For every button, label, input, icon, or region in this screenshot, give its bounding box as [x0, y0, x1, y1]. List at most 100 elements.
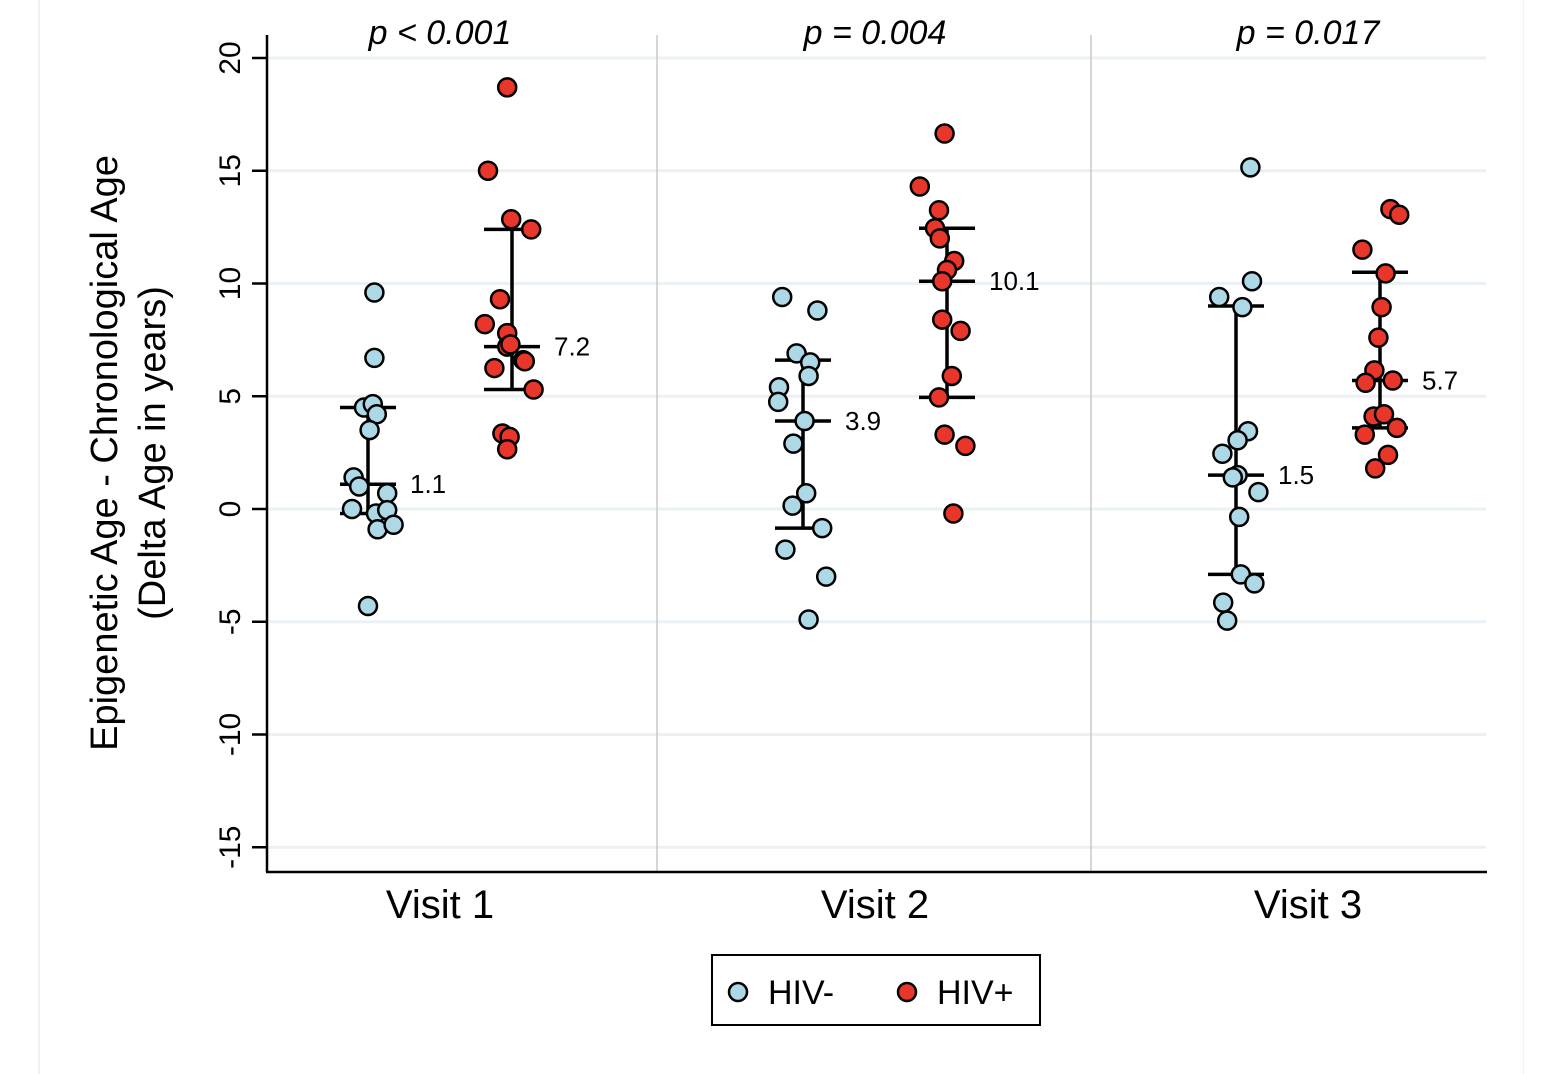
- data-point-hiv-neg: [798, 609, 819, 630]
- data-point-hiv-neg: [1244, 573, 1265, 594]
- data-point-hiv-neg: [815, 566, 837, 587]
- data-point-hiv-neg: [1222, 467, 1244, 488]
- y-tick-label: 20: [214, 41, 247, 74]
- data-point-hiv-pos: [1388, 204, 1410, 225]
- legend-label-hiv-pos: HIV+: [937, 974, 1014, 1012]
- data-point-hiv-pos: [929, 228, 951, 249]
- data-point-hiv-neg: [794, 410, 815, 432]
- data-point-hiv-pos: [1377, 444, 1399, 466]
- gridlines: [268, 56, 1486, 849]
- p-value-annotation: p = 0.017: [1236, 14, 1381, 52]
- data-point-hiv-pos: [500, 208, 522, 230]
- y-tick-label: 0: [214, 501, 247, 518]
- y-tick-label: -5: [214, 608, 247, 635]
- axes: [265, 35, 1487, 874]
- data-point-hiv-pos: [477, 160, 499, 181]
- data-point-hiv-pos: [1371, 296, 1392, 318]
- data-point-hiv-neg: [1248, 481, 1269, 503]
- data-point-hiv-neg: [359, 419, 380, 441]
- data-point-hiv-pos: [1375, 263, 1396, 284]
- data-point-hiv-pos: [514, 351, 536, 372]
- data-point-hiv-pos: [520, 219, 542, 240]
- data-point-hiv-neg: [1241, 270, 1263, 292]
- y-tick-label: 15: [214, 154, 247, 187]
- legend: HIV- HIV+: [711, 954, 1041, 1026]
- data-point-hiv-neg: [341, 498, 363, 520]
- page-edge-right: [1523, 0, 1524, 1074]
- data-point-hiv-neg: [348, 476, 370, 497]
- y-tick-label: -10: [214, 713, 247, 756]
- page-edge-left: [38, 0, 40, 1074]
- data-point-hiv-pos: [484, 357, 505, 379]
- y-tick-label: -15: [214, 826, 247, 869]
- data-point-hiv-neg: [795, 482, 817, 504]
- data-point-hiv-pos: [950, 320, 971, 342]
- y-tick-label: 10: [214, 267, 247, 300]
- legend-marker-hiv-neg: [727, 981, 749, 1003]
- category-separators: [656, 35, 1092, 872]
- data-point-hiv-neg: [807, 300, 828, 321]
- data-point-hiv-pos: [941, 365, 963, 387]
- data-point-hiv-neg: [771, 286, 793, 308]
- p-value-annotation: p = 0.004: [803, 14, 947, 52]
- data-point-hiv-neg: [1212, 443, 1233, 465]
- legend-box: [711, 954, 1041, 1026]
- p-value-annotation: p < 0.001: [368, 14, 512, 52]
- median-label: 1.5: [1278, 460, 1314, 490]
- data-point-hiv-pos: [931, 270, 953, 292]
- data-point-hiv-neg: [811, 517, 833, 539]
- data-point-hiv-pos: [1382, 370, 1404, 391]
- data-point-hiv-neg: [1216, 610, 1238, 631]
- legend-label-hiv-neg: HIV-: [768, 974, 834, 1012]
- y-axis-title: Epigenetic Age - Chronological Age (Delt…: [84, 155, 174, 751]
- data-point-hiv-neg: [1208, 286, 1230, 308]
- data-point-hiv-pos: [931, 309, 953, 330]
- x-category-label: Visit 1: [386, 883, 494, 927]
- data-point-hiv-neg: [798, 365, 819, 387]
- x-category-label: Visit 2: [821, 883, 929, 927]
- data-point-hiv-pos: [1373, 404, 1395, 425]
- median-label: 1.1: [410, 469, 446, 499]
- data-point-hiv-pos: [1364, 458, 1386, 479]
- median-label: 3.9: [845, 406, 881, 436]
- data-point-hiv-neg: [1228, 506, 1250, 528]
- data-point-hiv-pos: [934, 424, 955, 445]
- data-point-hiv-neg: [775, 539, 796, 560]
- x-category-labels: Visit 1 Visit 2 Visit 3: [386, 883, 1362, 927]
- data-point-hiv-neg: [357, 595, 379, 617]
- data-point-hiv-neg: [783, 433, 804, 454]
- x-category-label: Visit 3: [1254, 883, 1362, 927]
- data-point-hiv-pos: [928, 387, 950, 408]
- data-point-hiv-pos: [1354, 424, 1376, 445]
- legend-marker-hiv-pos: [896, 981, 918, 1003]
- data-point-hiv-pos: [943, 503, 964, 524]
- y-axis-title-line1: Epigenetic Age - Chronological Age: [84, 155, 126, 751]
- data-point-hiv-pos: [474, 313, 496, 335]
- median-labels: 1.1 3.9 1.5 7.2 10.1 5.7: [410, 266, 1458, 499]
- data-point-hiv-pos: [1355, 372, 1376, 393]
- data-point-hiv-neg: [1227, 429, 1248, 451]
- data-point-hiv-neg: [1212, 592, 1234, 613]
- data-point-hiv-pos: [909, 176, 931, 197]
- data-point-hiv-neg: [376, 482, 398, 504]
- y-axis-title-line2: (Delta Age in years): [132, 286, 174, 620]
- data-point-hiv-pos: [500, 334, 521, 355]
- data-point-hiv-pos: [1352, 239, 1373, 260]
- data-point-hiv-pos: [523, 379, 544, 400]
- median-label: 10.1: [989, 266, 1040, 296]
- data-point-hiv-pos: [1386, 417, 1408, 439]
- data-point-hiv-neg: [1240, 157, 1261, 178]
- data-point-hiv-neg: [364, 347, 385, 369]
- median-label: 5.7: [1422, 365, 1458, 395]
- data-point-hiv-pos: [496, 438, 518, 460]
- data-points: [341, 77, 1410, 631]
- data-point-hiv-pos: [1368, 327, 1389, 348]
- data-point-hiv-pos: [496, 77, 518, 98]
- y-ticks: 20 15 10 5 0 -5 -10 -15: [214, 41, 267, 869]
- data-point-hiv-pos: [928, 199, 950, 221]
- data-point-hiv-neg: [364, 282, 385, 303]
- data-point-hiv-pos: [934, 123, 955, 144]
- data-point-hiv-pos: [489, 289, 511, 310]
- data-point-hiv-neg: [1232, 296, 1253, 318]
